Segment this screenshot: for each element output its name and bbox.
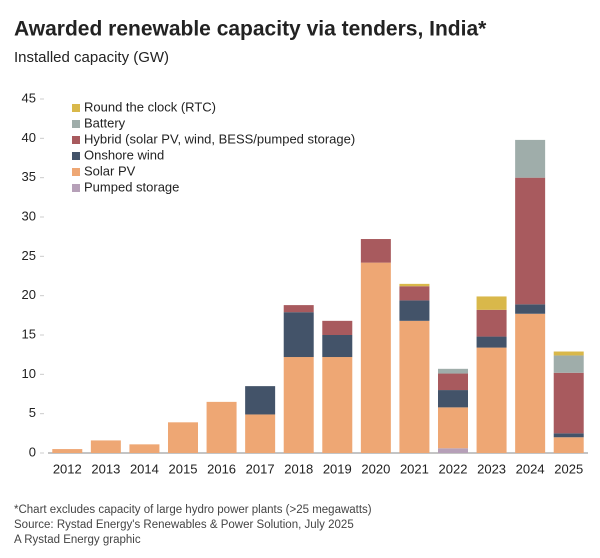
legend-swatch [72,184,80,192]
bar-segment [438,448,468,453]
bar-segment [553,433,584,438]
chart-title: Awarded renewable capacity via tenders, … [14,18,487,41]
x-tick-label: 2022 [439,461,468,476]
bar-segment [206,401,237,453]
y-tick-label: 5 [29,405,36,420]
bar-segment [360,262,391,453]
chart-subtitle: Installed capacity (GW) [14,49,169,66]
x-tick-label: 2020 [361,461,390,476]
x-tick-label: 2018 [284,461,313,476]
y-tick-label: 45 [22,90,36,105]
x-tick-label: 2015 [169,461,198,476]
y-tick-label: 35 [22,169,36,184]
x-tick-label: 2021 [400,461,429,476]
y-tick-label: 0 [29,444,36,459]
bar-segment [283,305,314,313]
y-tick-label: 25 [22,248,36,263]
bar-segment [129,444,160,453]
y-tick-label: 30 [22,208,36,223]
bar-segment [515,313,546,453]
bar-segment [399,300,430,321]
bar-segment [553,372,584,434]
bar-segment [322,320,353,335]
bar-segment [52,449,83,453]
y-tick-label: 10 [22,366,36,381]
legend-label: Onshore wind [84,147,164,162]
legend-label: Battery [84,115,126,130]
x-tick-label: 2024 [516,461,545,476]
bar-segment [438,407,468,449]
x-tick-label: 2017 [246,461,275,476]
bar-segment [553,437,584,453]
legend-label: Round the clock (RTC) [84,99,216,114]
bar-segment [322,335,353,358]
x-tick-label: 2013 [91,461,120,476]
bar-segment [476,296,507,310]
bar-segment [283,357,314,453]
bar-segment [245,386,276,415]
footnote: *Chart excludes capacity of large hydro … [14,504,372,516]
x-tick-label: 2023 [477,461,506,476]
bar-segment [515,304,546,314]
bar-segment [90,440,121,453]
bar-segment [438,390,468,408]
bar-segment [438,368,468,374]
y-tick-label: 20 [22,287,36,302]
bar-segment [399,286,430,301]
bar-segment [360,239,391,263]
bar-segment [399,320,430,453]
bar-segment [476,336,507,348]
bar-segment [553,351,584,356]
bar-segment [168,422,198,453]
bar-segment [476,347,507,453]
legend-label: Solar PV [84,163,136,178]
legend-label: Hybrid (solar PV, wind, BESS/pumped stor… [84,131,355,146]
bar-segment [515,139,546,178]
legend-swatch [72,136,80,144]
x-tick-label: 2014 [130,461,159,476]
x-tick-label: 2025 [554,461,583,476]
source: Source: Rystad Energy's Renewables & Pow… [14,519,354,531]
legend-label: Pumped storage [84,179,179,194]
bar-segment [553,355,584,373]
y-tick-label: 40 [22,130,36,145]
credit: A Rystad Energy graphic [14,534,141,546]
x-tick-label: 2016 [207,461,236,476]
x-tick-label: 2012 [53,461,82,476]
bar-segment [515,177,546,305]
bar-segment [399,283,430,287]
legend-swatch [72,104,80,112]
bar-segment [322,357,353,453]
legend-swatch [72,152,80,160]
legend-swatch [72,120,80,128]
legend-swatch [72,168,80,176]
x-tick-label: 2019 [323,461,352,476]
bar-segment [476,309,507,337]
bar-segment [245,414,276,453]
y-tick-label: 15 [22,326,36,341]
bar-segment [283,312,314,358]
bar-segment [438,373,468,391]
